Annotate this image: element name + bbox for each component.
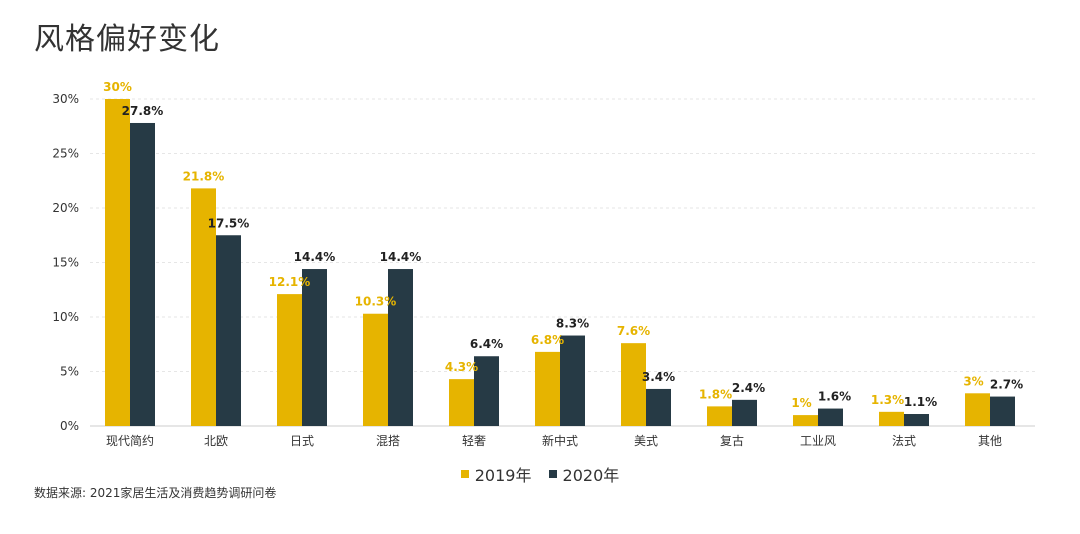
legend: 2019年 2020年 [0, 462, 1080, 486]
bar-2019 [879, 411, 904, 426]
data-label-2019: 1% [791, 396, 811, 410]
data-label-2019: 7.6% [617, 324, 650, 338]
data-label-2020: 1.6% [818, 390, 851, 404]
data-label-2020: 14.4% [294, 250, 336, 264]
data-label-2020: 2.7% [990, 378, 1023, 392]
bar-2019 [793, 415, 818, 426]
y-tick-label: 25% [52, 147, 79, 161]
data-label-2019: 6.8% [531, 333, 564, 347]
bar-2020 [474, 356, 499, 426]
bar-2020 [560, 335, 585, 426]
legend-swatch-2019 [460, 470, 469, 478]
bar-2020 [904, 414, 929, 426]
y-tick-label: 10% [52, 310, 79, 324]
x-tick-label: 复古 [720, 433, 744, 448]
bar-2020 [818, 408, 843, 426]
bar-2020 [732, 399, 757, 426]
x-tick-label: 新中式 [542, 433, 578, 448]
data-label-2020: 14.4% [380, 250, 422, 264]
bar-2019 [191, 188, 216, 426]
bar-2019 [277, 294, 302, 426]
y-tick-label: 20% [52, 201, 79, 215]
bar-2020 [130, 122, 155, 426]
x-tick-label: 现代简约 [106, 433, 154, 448]
data-label-2019: 1.3% [871, 393, 904, 407]
data-label-2019: 10.3% [355, 295, 397, 309]
bar-2020 [646, 388, 671, 426]
data-label-2019: 1.8% [699, 387, 732, 401]
legend-item-2019: 2019年 [460, 462, 532, 486]
data-label-2019: 3% [963, 374, 983, 388]
data-label-2020: 6.4% [470, 337, 503, 351]
bar-2020 [216, 235, 241, 426]
y-tick-label: 0% [60, 419, 79, 433]
legend-item-2020: 2020年 [548, 462, 620, 486]
bar-2019 [535, 351, 560, 426]
bar-2019 [449, 379, 474, 426]
bar-2019 [105, 99, 130, 426]
bar-2019 [363, 313, 388, 426]
data-label-2020: 3.4% [642, 370, 675, 384]
data-label-2019: 4.3% [445, 360, 478, 374]
legend-label-2020: 2020年 [562, 466, 620, 485]
data-label-2019: 12.1% [269, 275, 311, 289]
x-tick-label: 美式 [634, 434, 658, 448]
data-label-2020: 8.3% [556, 317, 589, 331]
data-label-2020: 27.8% [122, 104, 164, 118]
x-tick-label: 工业风 [800, 434, 836, 448]
page-title: 风格偏好变化 [34, 22, 220, 57]
bar-2019 [707, 406, 732, 426]
data-label-2020: 17.5% [208, 216, 250, 230]
y-tick-label: 5% [60, 365, 79, 379]
legend-label-2019: 2019年 [474, 466, 532, 485]
x-tick-label: 日式 [290, 434, 314, 448]
bar-2019 [965, 393, 990, 426]
bar-2020 [302, 269, 327, 426]
bar-2020 [388, 269, 413, 426]
data-label-2020: 2.4% [732, 381, 765, 395]
source-note: 数据来源: 2021家居生活及消费趋势调研问卷 [34, 486, 277, 500]
data-label-2020: 1.1% [904, 395, 937, 409]
data-label-2019: 30% [103, 80, 132, 94]
data-label-2019: 21.8% [183, 169, 225, 183]
x-tick-label: 北欧 [204, 434, 228, 448]
x-tick-label: 法式 [892, 434, 916, 448]
y-tick-label: 15% [52, 256, 79, 270]
y-tick-label: 30% [52, 92, 79, 106]
x-tick-label: 其他 [978, 434, 1002, 448]
x-tick-label: 混搭 [376, 434, 400, 448]
legend-swatch-2020 [548, 470, 557, 478]
x-tick-label: 轻奢 [462, 434, 486, 448]
bar-2019 [621, 343, 646, 426]
bar-2020 [990, 396, 1015, 426]
